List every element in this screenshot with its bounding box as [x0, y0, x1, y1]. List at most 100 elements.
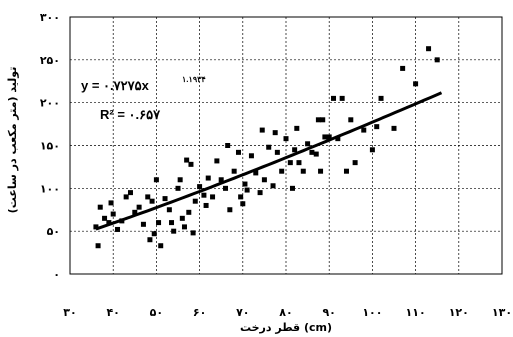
data-point — [296, 160, 302, 166]
data-point — [151, 231, 157, 237]
data-point — [287, 160, 293, 166]
y-tick-label: ۳۰۰ — [40, 11, 60, 24]
data-point — [391, 125, 397, 131]
data-point — [305, 141, 311, 147]
data-point — [225, 143, 231, 148]
grid-lines — [69, 16, 503, 275]
data-point — [289, 185, 295, 191]
data-point — [259, 127, 265, 133]
data-point — [188, 161, 194, 167]
data-point — [108, 200, 114, 206]
data-point — [214, 158, 220, 164]
x-tick-label: ۳۰ — [63, 306, 76, 319]
x-axis-title: قطر درخت (cm) — [240, 321, 332, 334]
data-point — [171, 228, 177, 234]
data-point — [210, 194, 216, 200]
data-point — [361, 127, 367, 133]
data-point — [192, 198, 198, 204]
data-point — [244, 187, 250, 193]
data-point — [147, 237, 153, 243]
data-point — [313, 151, 319, 157]
data-point — [197, 184, 203, 190]
data-point — [123, 194, 129, 200]
trendline — [95, 91, 443, 231]
data-points — [93, 46, 440, 249]
data-point — [320, 117, 326, 123]
data-point — [190, 230, 196, 236]
data-point — [369, 147, 375, 153]
data-point — [434, 57, 440, 63]
trendline-equation: y = ۰.۷۲۷۵x — [81, 78, 150, 93]
data-point — [352, 160, 358, 166]
data-point — [279, 168, 285, 174]
y-axis-title: تولید (متر مکعب در ساعت) — [6, 67, 19, 214]
data-point — [136, 204, 142, 210]
data-point — [326, 134, 332, 140]
x-tick-label: ۶۰ — [193, 306, 206, 319]
plot-area-frame — [69, 16, 503, 275]
data-point — [322, 134, 328, 140]
data-point — [248, 153, 254, 159]
data-point — [97, 204, 103, 210]
data-point — [179, 215, 185, 221]
trendline-exponent: ۱.۱۹۳۴ — [182, 75, 206, 84]
data-point — [93, 224, 99, 230]
data-point — [156, 220, 162, 226]
data-point — [223, 185, 229, 191]
data-point — [294, 125, 300, 131]
data-point — [175, 185, 181, 191]
r-squared-label: R² = ۰.۶۵۷ — [100, 107, 161, 122]
data-point — [181, 224, 187, 230]
x-tick-label: ۱۲۰ — [449, 306, 469, 319]
data-point — [218, 177, 224, 183]
y-tick-label: ۰ — [53, 268, 60, 281]
data-point — [240, 201, 246, 207]
data-point — [257, 190, 263, 196]
data-point — [145, 194, 151, 200]
data-point — [335, 136, 341, 142]
data-point — [184, 157, 190, 163]
data-point — [242, 181, 248, 187]
y-tick-label: ۱۰۰ — [40, 182, 60, 195]
data-point — [374, 124, 380, 130]
data-point — [203, 202, 209, 208]
data-point — [331, 95, 337, 101]
data-point — [235, 149, 241, 155]
data-point — [292, 147, 298, 153]
data-point — [95, 243, 101, 249]
x-tick-label: ۱۳۰ — [492, 306, 512, 319]
x-tick-label: ۱۰۰ — [362, 306, 382, 319]
data-point — [413, 81, 419, 87]
data-point — [253, 170, 259, 176]
data-point — [169, 220, 175, 226]
data-point — [378, 95, 384, 101]
data-point — [343, 168, 349, 174]
data-point — [149, 198, 155, 204]
y-tick-label: ۲۰۰ — [40, 97, 60, 110]
data-point — [238, 194, 244, 200]
data-point — [309, 149, 315, 155]
x-tick-label: ۴۰ — [106, 306, 119, 319]
data-point — [318, 168, 324, 174]
data-point — [127, 190, 133, 196]
x-tick-label: ۹۰ — [322, 306, 335, 319]
data-point — [231, 168, 237, 174]
data-point — [274, 149, 280, 155]
x-tick-labels: ۳۰ ۴۰ ۵۰ ۶۰ ۷۰ ۸۰ ۹۰ ۱۰۰ ۱۱۰ ۱۲۰ ۱۳۰ — [63, 306, 512, 319]
data-point — [205, 175, 211, 181]
data-point — [162, 196, 168, 202]
x-tick-label: ۵۰ — [150, 306, 163, 319]
x-tick-label: ۱۱۰ — [406, 306, 426, 319]
data-point — [201, 192, 207, 198]
y-tick-labels: ۰ ۵۰ ۱۰۰ ۱۵۰ ۲۰۰ ۲۵۰ ۳۰۰ — [40, 11, 60, 281]
data-point — [339, 95, 345, 101]
data-point — [158, 243, 164, 249]
y-tick-label: ۲۵۰ — [40, 54, 60, 67]
data-point — [315, 117, 321, 123]
data-point — [153, 177, 159, 183]
y-tick-label: ۵۰ — [47, 225, 60, 238]
data-point — [166, 207, 172, 213]
data-point — [106, 220, 112, 226]
data-point — [132, 209, 138, 215]
